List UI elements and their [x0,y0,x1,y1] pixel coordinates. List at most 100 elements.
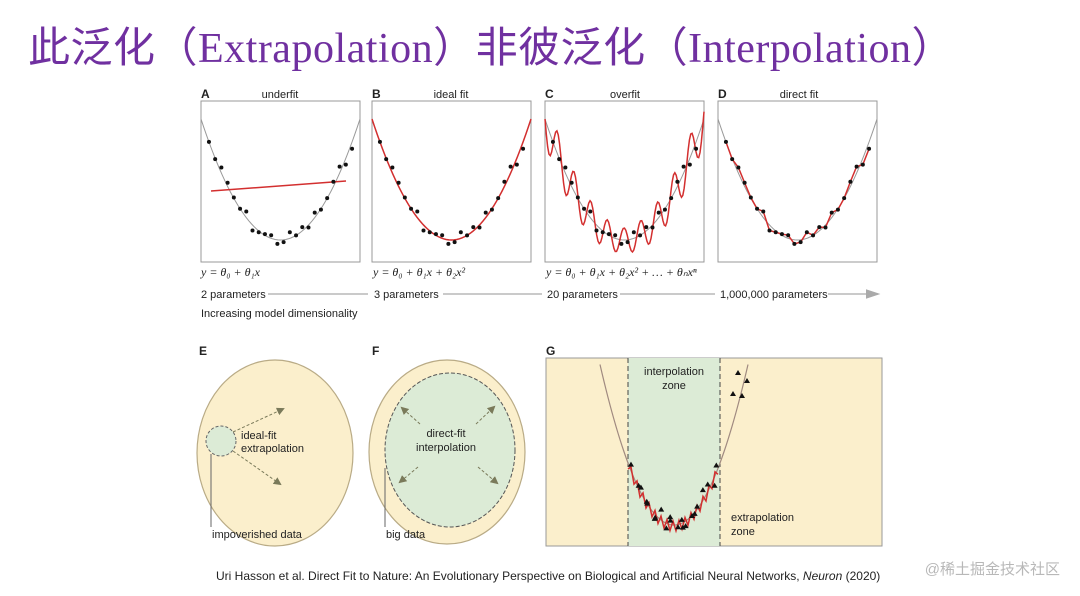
data-point [681,164,686,169]
data-point [427,230,432,235]
data-point [600,230,605,235]
data-point-triangle [637,484,644,490]
params-b: 3 parameters [374,289,439,301]
true-curve [717,118,878,241]
data-point [786,233,791,238]
data-point [231,195,236,200]
data-point [250,228,255,233]
data-point [669,196,674,201]
data-point [281,240,286,245]
data-point-triangle [678,516,685,522]
data-point [742,180,747,185]
data-point [650,225,655,230]
data-point-triangle [667,514,674,520]
data-point [318,207,323,212]
data-point [415,209,420,214]
data-point [631,230,636,235]
true-curve [544,118,705,241]
data-point [867,146,872,151]
data-point [773,230,778,235]
data-point [694,146,699,151]
big-data-caption: big data [386,529,426,541]
citation: Uri Hasson et al. Direct Fit to Nature: … [216,569,880,583]
data-point [238,206,243,211]
data-point [823,225,828,230]
data-point [613,233,618,238]
data-point [860,162,865,167]
data-point-triangle [739,393,745,398]
data-point [206,139,211,144]
data-point [594,228,599,233]
extrapolation-zone-label-2: zone [731,526,755,538]
data-point [244,209,249,214]
data-point [452,240,457,245]
data-point [755,206,760,211]
data-point [835,207,840,212]
data-point-triangle [744,378,750,383]
extrapolation-arrow-icon [232,407,285,433]
data-point [262,232,267,237]
data-point [829,210,834,215]
interpolation-arrow-icon [477,466,499,485]
data-point [269,233,274,238]
extrapolation-zone-label: extrapolation [731,512,794,524]
panel-d-letter: D [718,87,727,101]
data-point-triangle [699,487,706,493]
data-point [644,225,649,230]
training-data-circle [384,372,516,528]
data-point-triangle [663,525,670,531]
data-point [477,225,482,230]
training-data-circle [205,425,237,457]
linear-fit-line [210,180,347,192]
params-c: 20 parameters [547,289,618,301]
data-point [817,225,822,230]
data-point [638,233,643,238]
data-point [588,209,593,214]
data-point [294,233,299,238]
data-point [300,225,305,230]
data-point-triangle [644,500,651,506]
data-point [582,206,587,211]
data-point-triangle [730,391,736,396]
data-point [748,195,753,200]
data-point [767,228,772,233]
citation-year: (2020) [842,569,881,583]
data-point [575,195,580,200]
data-point [384,157,389,162]
data-point [723,139,728,144]
data-point-triangle [711,482,718,488]
quadratic-fit-curve [371,118,532,241]
data-point-triangle [658,506,665,512]
data-point [798,240,803,245]
direct-fit-label: direct-fit [426,428,465,440]
data-point [377,139,382,144]
data-point-triangle [675,524,682,530]
panel-b-title: ideal fit [434,89,469,101]
data-point-triangle [694,503,701,509]
panel-b-letter: B [372,87,381,101]
data-point [687,162,692,167]
equation-b: y = θ₀ + θ₁x + θ₂x² [372,265,465,279]
watermark: @稀土掘金技术社区 [924,561,1060,578]
data-point [312,210,317,215]
data-point [465,233,470,238]
panel-f-letter: F [372,344,379,358]
data-point [521,146,526,151]
data-point [325,196,330,201]
panel-g-letter: G [546,344,555,358]
data-point-triangle [667,517,674,523]
interpolation-arrow-icon [398,466,419,484]
data-point [350,146,355,151]
data-point [433,232,438,237]
data-point [730,157,735,162]
interpolation-arrow-icon [400,406,421,425]
data-point-triangle [691,510,698,516]
data-point [306,225,311,230]
true-curve [200,118,361,241]
data-point [287,230,292,235]
data-point-triangle [682,523,689,529]
interpolation-arrow-icon [475,405,496,425]
data-point [458,230,463,235]
citation-text: Uri Hasson et al. Direct Fit to Nature: … [216,569,803,583]
